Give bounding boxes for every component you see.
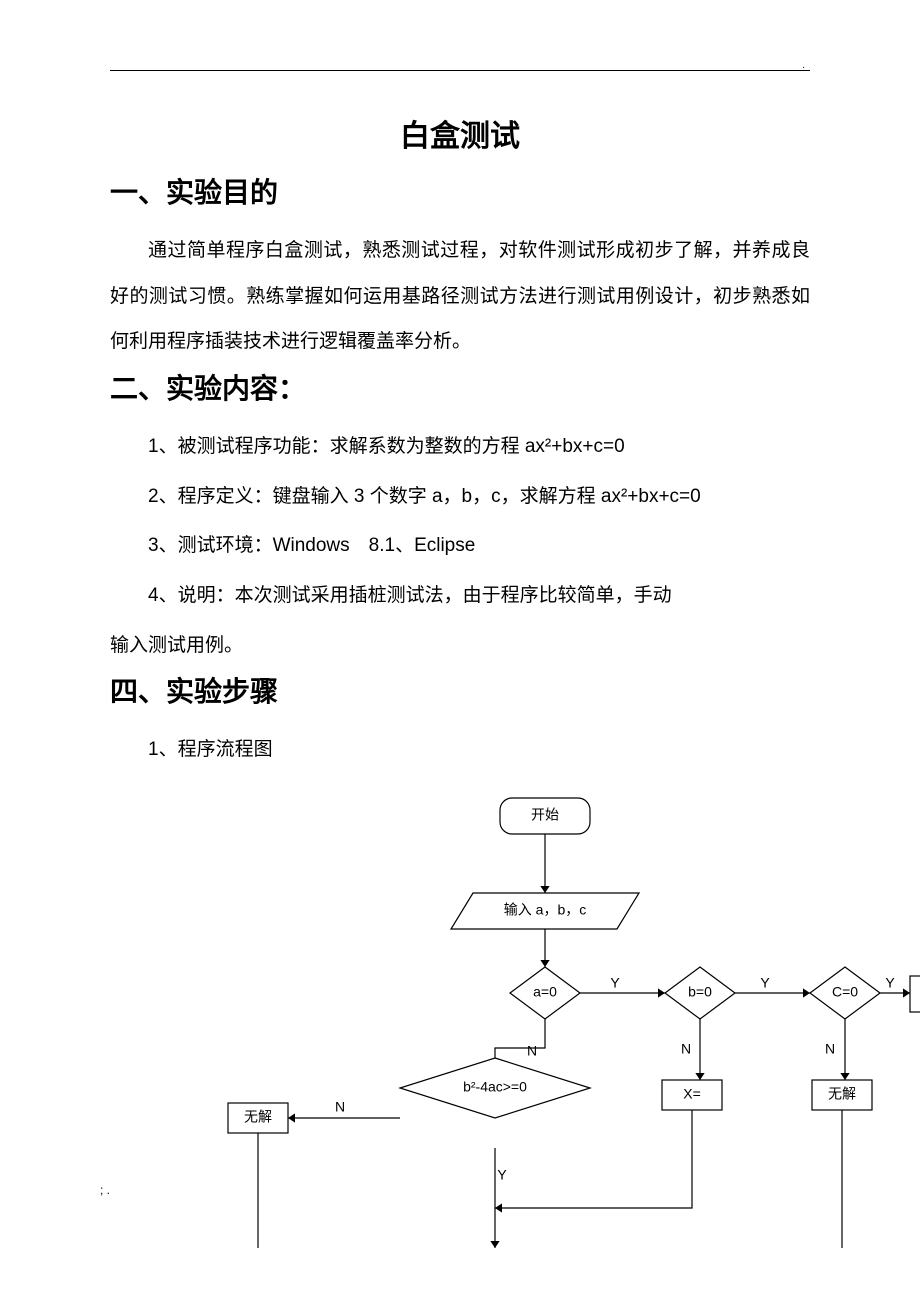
svg-text:Y: Y xyxy=(885,975,895,991)
page-mark-bottom: ; . xyxy=(100,1183,110,1197)
svg-text:C=0: C=0 xyxy=(832,984,858,1000)
svg-text:N: N xyxy=(825,1041,835,1057)
flowchart-container: YYYNNNNY开始输入 a，b，ca=0b=0C=0无穷多解X=无解b²-4a… xyxy=(110,783,810,1263)
section1-body: 通过简单程序白盒测试，熟悉测试过程，对软件测试形成初步了解，并养成良好的测试习惯… xyxy=(110,228,810,365)
page-mark-top: . xyxy=(802,60,805,71)
svg-text:Y: Y xyxy=(760,975,770,991)
svg-text:b=0: b=0 xyxy=(688,984,712,1000)
section2-item-4-cont: 输入测试用例。 xyxy=(110,623,810,669)
section2-item-3: 3、测试环境：Windows 8.1、Eclipse xyxy=(110,523,810,569)
svg-text:N: N xyxy=(527,1043,537,1059)
svg-text:无解: 无解 xyxy=(828,1086,856,1102)
svg-text:无解: 无解 xyxy=(244,1109,272,1125)
section2-item-4: 4、说明：本次测试采用插桩测试法，由于程序比较简单，手动 xyxy=(110,573,810,619)
section2-heading: 二、实验内容： xyxy=(110,369,810,408)
svg-text:X=: X= xyxy=(683,1086,701,1102)
section2-item-2: 2、程序定义：键盘输入 3 个数字 a，b，c，求解方程 ax²+bx+c=0 xyxy=(110,474,810,520)
doc-title: 白盒测试 xyxy=(110,111,810,155)
flowchart-svg: YYYNNNNY开始输入 a，b，ca=0b=0C=0无穷多解X=无解b²-4a… xyxy=(110,783,920,1263)
svg-text:输入 a，b，c: 输入 a，b，c xyxy=(504,902,586,918)
svg-text:a=0: a=0 xyxy=(533,984,557,1000)
section2-item-1: 1、被测试程序功能：求解系数为整数的方程 ax²+bx+c=0 xyxy=(110,424,810,470)
svg-text:开始: 开始 xyxy=(531,807,559,823)
svg-text:N: N xyxy=(681,1041,691,1057)
section1-heading: 一、实验目的 xyxy=(110,173,810,212)
svg-text:Y: Y xyxy=(497,1167,507,1183)
svg-text:Y: Y xyxy=(610,975,620,991)
section4-heading: 四、实验步骤 xyxy=(110,672,810,711)
svg-text:b²-4ac>=0: b²-4ac>=0 xyxy=(463,1079,527,1095)
section4-item-1: 1、程序流程图 xyxy=(110,727,810,773)
svg-text:N: N xyxy=(335,1099,345,1115)
